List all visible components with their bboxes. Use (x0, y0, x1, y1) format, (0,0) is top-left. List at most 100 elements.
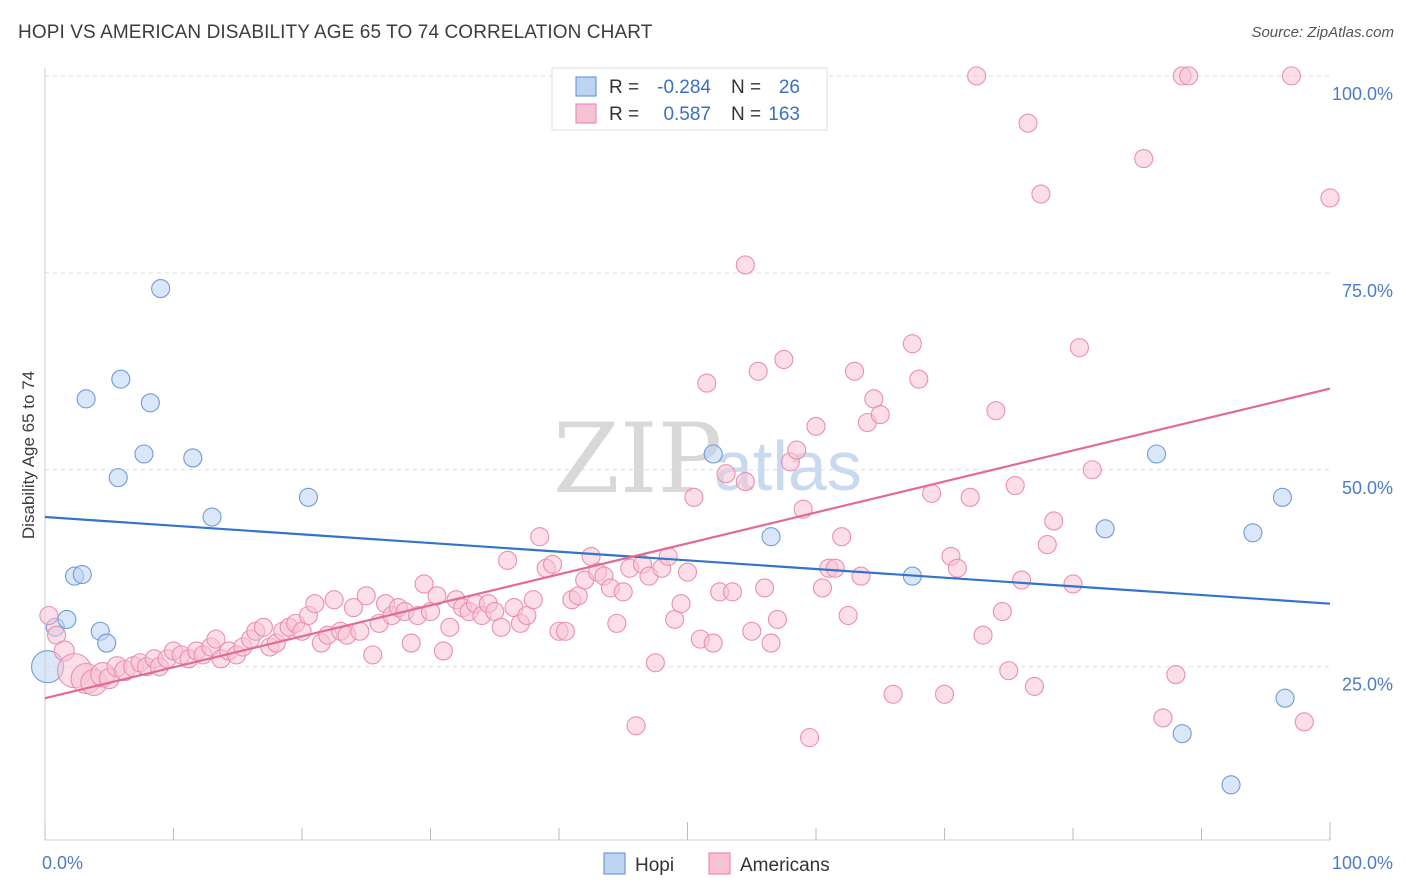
americans-point-120 (838, 605, 858, 626)
americans-point-112 (787, 440, 807, 460)
americans-point-121 (844, 361, 865, 381)
americans-point-116 (812, 578, 832, 598)
legend-americans-r-value: 0.587 (663, 104, 711, 125)
americans-point-76 (555, 621, 575, 641)
americans-point-135 (973, 625, 993, 645)
americans-point-45 (356, 586, 376, 606)
americans-point-118 (825, 558, 845, 578)
y-axis-title: Disability Age 65 to 74 (19, 371, 38, 539)
legend-americans-r-label: R = (609, 104, 639, 125)
hopi-point-21 (1172, 724, 1192, 744)
americans-point-147 (1069, 338, 1089, 358)
americans-point-102 (722, 582, 743, 602)
americans-point-127 (902, 334, 922, 354)
americans-point-150 (1153, 708, 1173, 728)
americans-point-108 (761, 633, 781, 653)
americans-point-141 (1018, 113, 1038, 133)
americans-point-156 (1320, 188, 1340, 208)
americans-point-104 (735, 472, 755, 492)
americans-point-0 (39, 605, 59, 626)
americans-point-109 (767, 609, 788, 629)
americans-point-130 (934, 684, 955, 704)
hopi-trend-line (44, 515, 1331, 605)
americans-point-115 (806, 416, 826, 436)
americans-point-58 (440, 617, 460, 637)
y-tick-label-75: 75.0% (1342, 281, 1393, 301)
legend-hopi-swatch (575, 76, 597, 97)
americans-point-136 (986, 401, 1006, 421)
americans-point-67 (498, 550, 518, 570)
americans-point-122 (851, 566, 871, 586)
americans-point-143 (1031, 184, 1051, 204)
americans-point-74 (543, 554, 563, 574)
legend-stats-box (551, 67, 828, 131)
legend-bottom-hopi-swatch (603, 852, 626, 875)
hopi-point-5 (76, 389, 96, 409)
americans-point-148 (1082, 460, 1102, 480)
americans-point-110 (774, 349, 794, 370)
legend-americans-n-label: N = (731, 104, 761, 125)
legend-americans-n-value: 163 (768, 104, 800, 125)
americans-point-95 (677, 562, 698, 582)
y-tick-label-50: 50.0% (1342, 478, 1393, 498)
hopi-point-15 (298, 487, 318, 507)
hopi-point-8 (108, 468, 128, 488)
legend-bottom-hopi-label: Hopi (635, 855, 674, 876)
hopi-point-24 (1272, 487, 1293, 507)
americans-point-101 (716, 464, 736, 484)
hopi-point-11 (140, 393, 160, 413)
americans-point-132 (947, 558, 967, 578)
trend-lines (44, 387, 1331, 700)
hopi-point-9 (111, 369, 131, 389)
x-tick-label-min: 0.0% (42, 853, 83, 873)
americans-point-155 (1294, 712, 1314, 732)
americans-point-103 (735, 255, 755, 275)
americans-point-105 (742, 621, 762, 641)
legend-hopi-n-value: 26 (779, 77, 800, 98)
americans-point-66 (491, 617, 511, 637)
americans-point-145 (1044, 511, 1064, 531)
x-axis-ticks (44, 822, 1331, 840)
americans-point-128 (909, 369, 929, 389)
americans-point-119 (832, 527, 852, 547)
legend-bottom-americans-label: Americans (740, 855, 830, 876)
americans-point-126 (883, 684, 903, 704)
americans-point-94 (671, 594, 691, 614)
americans-point-46 (363, 645, 383, 665)
americans-point-37 (305, 594, 325, 614)
legend-hopi-n-label: N = (731, 77, 761, 98)
americans-point-153 (1179, 66, 1199, 86)
americans-point-151 (1166, 665, 1186, 685)
americans-point-84 (607, 613, 627, 633)
americans-trend-line (44, 387, 1331, 700)
americans-point-90 (645, 653, 665, 673)
hopi-point-22 (1221, 775, 1241, 795)
americans-point-134 (967, 66, 987, 86)
americans-point-125 (870, 405, 890, 425)
series-hopi-points (31, 279, 1295, 795)
hopi-point-17 (761, 527, 781, 547)
hopi-point-20 (1146, 444, 1167, 464)
legend-americans-swatch (575, 103, 597, 124)
americans-point-43 (343, 598, 363, 618)
americans-point-87 (626, 716, 646, 736)
americans-point-146 (1063, 574, 1083, 594)
americans-point-106 (748, 361, 768, 381)
hopi-point-13 (183, 448, 203, 468)
americans-point-85 (613, 582, 633, 602)
americans-point-40 (324, 590, 344, 610)
legend-stats: R = -0.284 N = 26 R = 0.587 N = 163 (551, 67, 828, 131)
legend-hopi-r-label: R = (609, 77, 639, 98)
chart-source: Source: ZipAtlas.com (1251, 24, 1394, 41)
americans-point-57 (433, 641, 453, 661)
americans-point-99 (703, 633, 723, 653)
americans-point-29 (253, 617, 274, 637)
hopi-point-2 (57, 609, 77, 629)
hopi-point-25 (1275, 688, 1295, 708)
americans-point-71 (523, 590, 543, 610)
hopi-point-4 (72, 564, 92, 585)
americans-point-98 (697, 373, 717, 393)
hopi-point-12 (151, 279, 171, 299)
hopi-point-16 (703, 444, 723, 464)
hopi-point-19 (1095, 519, 1115, 539)
